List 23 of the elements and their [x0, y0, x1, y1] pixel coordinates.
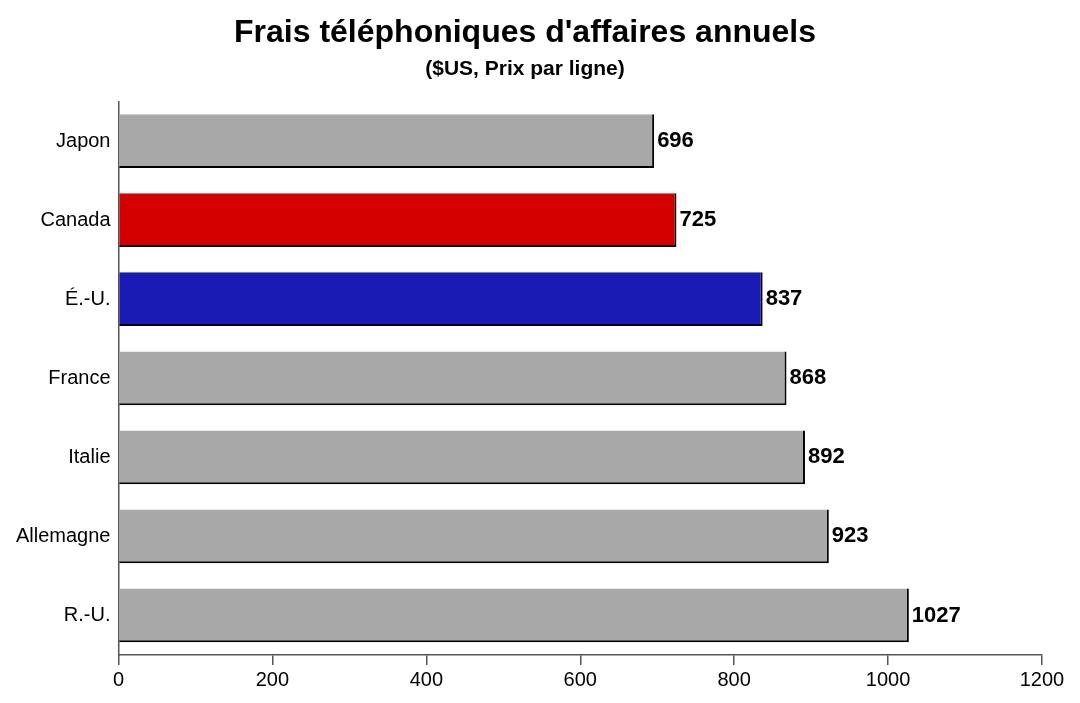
y-tick-label: Allemagne: [15, 523, 111, 546]
x-tick-label: 1000: [865, 667, 911, 690]
data-label: 837: [765, 285, 803, 311]
data-label: 1027: [911, 601, 961, 627]
y-tick-label: Canada: [40, 207, 112, 230]
x-tick-label: 1200: [1019, 667, 1065, 690]
x-tick-label: 600: [563, 667, 597, 690]
x-tick-label: 400: [409, 667, 444, 690]
x-tick-label: 800: [717, 667, 751, 690]
y-tick-label: Italie: [68, 444, 111, 467]
x-tick-label: 0: [112, 667, 125, 690]
data-label: 923: [831, 522, 869, 548]
x-tick-label: 200: [255, 667, 290, 690]
y-tick-label: Japon: [56, 128, 111, 151]
y-tick-label: R.-U.: [63, 602, 111, 625]
chart-title: Frais téléphoniques d'affaires annuels: [234, 13, 816, 50]
data-label: 725: [679, 206, 717, 232]
data-label: 696: [657, 127, 694, 153]
y-tick-label: É.-U.: [64, 286, 111, 309]
chart-subtitle: ($US, Prix par ligne): [425, 55, 625, 79]
y-tick-label: France: [48, 365, 111, 388]
data-label: 892: [807, 443, 845, 469]
data-label: 868: [789, 364, 827, 390]
